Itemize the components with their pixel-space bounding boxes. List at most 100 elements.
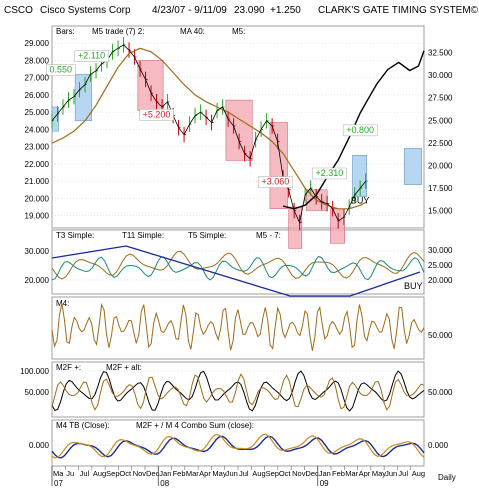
annotation-box — [46, 64, 76, 76]
tb-left-tick: 0.000 — [29, 441, 50, 450]
x-month-label: Apr — [199, 469, 211, 478]
legend-m2f-alt: M2F + alt: — [106, 363, 142, 372]
x-month-label: Feb — [332, 469, 345, 478]
price-left-tick: 24.000 — [25, 125, 50, 134]
legend-t11: T11 Simple: — [122, 231, 164, 240]
m2f-left-tick: 50.000 — [25, 388, 50, 397]
annotation-box — [312, 167, 347, 180]
sell-zone — [288, 206, 303, 249]
x-month-label: Oct — [279, 469, 292, 478]
panel-frames — [51, 25, 425, 467]
legend-m4-tb: M4 TB (Close): — [56, 421, 110, 430]
trade-gain-label: +0.800 — [346, 125, 374, 135]
price-right-tick: 17.500 — [428, 184, 453, 193]
x-month-label: Aug — [93, 469, 106, 478]
t3-panel-frame — [51, 229, 425, 295]
price-series — [51, 37, 425, 231]
m4-right-tick: 50.000 — [428, 331, 453, 340]
price-left-tick: 23.000 — [25, 143, 50, 152]
x-month-label: Dec — [146, 469, 160, 478]
m2f-plus-line — [51, 370, 425, 412]
x-month-label: Jan — [159, 469, 171, 478]
trade-gain-label: +2.310 — [315, 168, 343, 178]
price-right-tick: 27.500 — [428, 94, 453, 103]
price-left-tick: 22.000 — [25, 160, 50, 169]
price-left-tick: 19.000 — [25, 212, 50, 221]
t5-simple-line — [51, 255, 425, 281]
x-month-label: Sep — [106, 469, 119, 478]
legend-t5: T5 Simple: — [188, 231, 226, 240]
price-left-tick: 28.000 — [25, 56, 50, 65]
x-axis: Ma Ju Jul Aug Sep Oct Nov Dec Jan Feb Mar Apr May Jun… — [51, 466, 425, 488]
m5-trade-line — [51, 44, 367, 224]
x-month-label: May — [212, 469, 226, 478]
price-left-tick: 29.000 — [25, 39, 50, 48]
x-month-label: Nov — [292, 469, 306, 478]
price-left-axis: 29.000 28.000 27.000 26.000 25.000 24.000 23.0… — [25, 39, 50, 220]
legend-m5: M5: — [232, 27, 245, 36]
x-month-label: Jun — [226, 469, 238, 478]
price-right-axis: 32.500 30.000 27.500 25.000 22.500 20.000 17.5… — [428, 48, 453, 215]
price-left-tick: 20.000 — [25, 194, 50, 203]
price-left-tick: 25.000 — [25, 108, 50, 117]
t3-right-tick: 25.000 — [428, 261, 453, 270]
trade-gain-label: +5.200 — [143, 109, 171, 119]
x-month-label: Jul — [80, 469, 90, 478]
m4-panel-frame — [51, 296, 425, 360]
price-right-tick: 22.500 — [428, 139, 453, 148]
x-month-label: Mar — [186, 469, 199, 478]
chart-header: CSCO Cisco Systems Corp 4/23/07 - 9/11/0… — [4, 5, 479, 16]
period-label: Daily — [438, 473, 456, 482]
legend-t3: T3 Simple: — [56, 231, 94, 240]
legend-ma40: MA 40: — [180, 27, 205, 36]
company-name: Cisco Systems Corp — [40, 5, 131, 16]
annotation-box — [258, 176, 293, 188]
x-month-label: Mar — [345, 469, 358, 478]
ma40-line — [51, 47, 368, 210]
m5-line — [282, 50, 425, 210]
x-month-label: Jan — [319, 469, 331, 478]
legend-bars: Bars: — [56, 27, 75, 36]
t3-right-tick: 30.000 — [428, 246, 453, 255]
price-change: +1.250 — [270, 5, 301, 16]
buy-zone — [74, 73, 92, 122]
price-left-tick: 21.000 — [25, 177, 50, 186]
m2f-legend: M2F +: M2F + alt: — [56, 363, 142, 372]
trade-gain-label: +2.110 — [78, 51, 105, 61]
annotation-box — [139, 109, 174, 121]
sell-zone — [225, 99, 253, 161]
x-month-label: Jul — [239, 469, 249, 478]
m2f-right-tick: 50.000 — [428, 388, 453, 397]
t3-left-tick: 20.000 — [25, 276, 50, 285]
m4-legend: M4: — [56, 299, 69, 308]
t3-right-tick: 20.000 — [428, 276, 453, 285]
x-month-label: Ju — [66, 469, 74, 478]
x-month-label: Oct — [119, 469, 132, 478]
legend-m5-7: M5 - 7: — [256, 231, 281, 240]
legend-m4: M4: — [56, 299, 69, 308]
x-month-label: Nov — [133, 469, 147, 478]
x-month-label: May — [372, 469, 386, 478]
price-left-tick: 27.000 — [25, 74, 50, 83]
tb-legend: M4 TB (Close): M2F + / M 4 Combo Sum (cl… — [56, 421, 254, 430]
x-month-label: Dec — [305, 469, 319, 478]
combo-sum-line — [51, 433, 425, 459]
x-month-label: Jul — [398, 469, 408, 478]
annotation-box — [74, 50, 109, 62]
system-name: CLARK'S GATE TIMING SYSTEM© — [318, 5, 479, 16]
sell-zone — [137, 60, 164, 111]
x-year-label: 09 — [320, 479, 329, 488]
buy-zone — [352, 155, 368, 197]
x-month-label: Aug — [252, 469, 265, 478]
date-range: 4/23/07 - 9/11/09 — [152, 5, 227, 16]
price-right-tick: 25.000 — [428, 116, 453, 125]
trade-gain-label: +3.060 — [262, 177, 290, 187]
t3-left-tick: 30.000 — [25, 247, 50, 256]
m2f-left-tick: 100.000 — [20, 367, 49, 376]
signal-zones — [51, 60, 423, 249]
t3-simple-line — [51, 250, 425, 280]
x-year-label: 07 — [54, 479, 63, 488]
annotation-box — [342, 124, 378, 137]
price-right-tick: 15.000 — [428, 207, 453, 216]
